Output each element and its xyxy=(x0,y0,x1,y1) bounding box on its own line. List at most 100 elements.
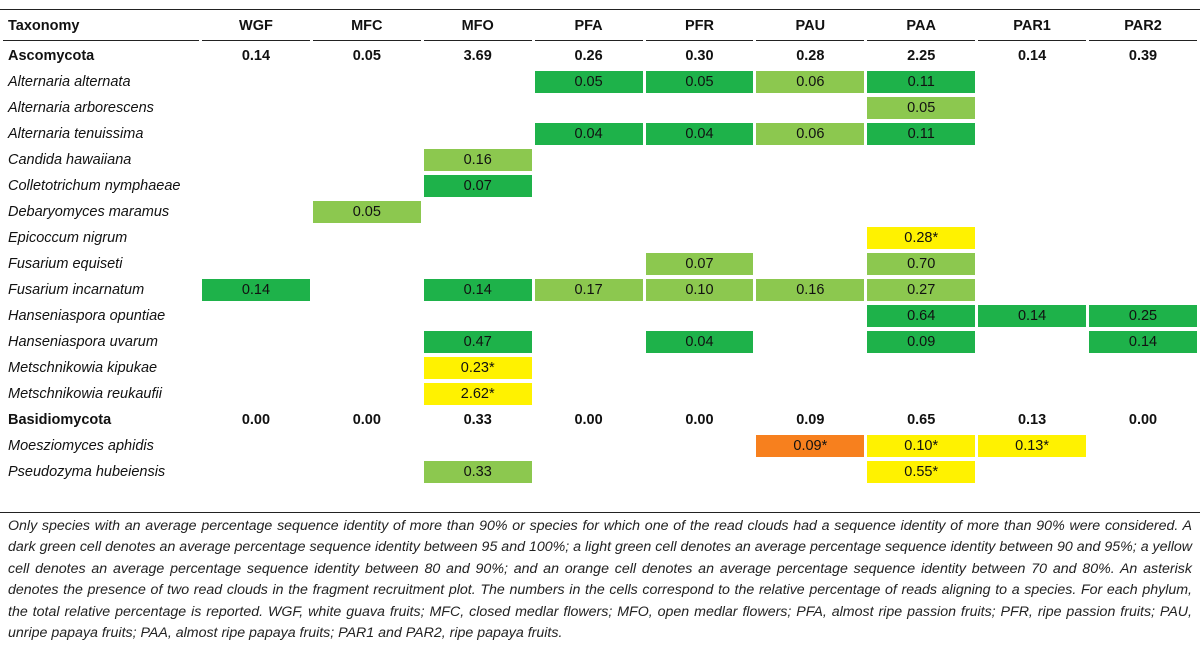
table-cell xyxy=(535,383,643,405)
table-cell xyxy=(202,331,310,353)
phylum-name: Basidiomycota xyxy=(8,412,112,428)
table-cell xyxy=(535,201,643,223)
table-cell xyxy=(978,149,1086,171)
table-cell: 0.13* xyxy=(978,435,1086,457)
table-cell xyxy=(424,71,532,93)
table-cell xyxy=(202,175,310,197)
table-cell xyxy=(424,435,532,457)
table-cell xyxy=(756,331,864,353)
table-cell: 0.16 xyxy=(756,279,865,301)
table-cell: 0.17 xyxy=(534,279,643,301)
table-cell: 0.14 xyxy=(423,279,532,301)
table-cell xyxy=(646,227,754,249)
species-name: Hanseniaspora uvarum xyxy=(8,334,158,350)
table-cell xyxy=(1089,227,1197,249)
table-cell xyxy=(978,279,1086,301)
table-cell xyxy=(1089,461,1197,483)
table-cell: 0.33 xyxy=(423,461,532,483)
table-cell xyxy=(756,175,864,197)
table-cell: 0.07 xyxy=(423,175,532,197)
table-row: Alternaria arborescens 0.05 xyxy=(3,97,1197,119)
table-cell xyxy=(978,253,1086,275)
table-cell: 0.10 xyxy=(645,279,754,301)
table-cell xyxy=(202,71,310,93)
table-cell xyxy=(978,227,1086,249)
table-cell xyxy=(1089,279,1197,301)
table-row: Hanseniaspora opuntiae 0.64 0.14 0.25 xyxy=(3,305,1197,327)
table-cell: 0.09 xyxy=(867,331,976,353)
table-cell: 2.62* xyxy=(423,383,532,405)
table-cell xyxy=(1089,149,1197,171)
table-cell xyxy=(978,357,1086,379)
table-cell xyxy=(756,201,864,223)
table-cell xyxy=(202,227,310,249)
table-cell xyxy=(1089,435,1197,457)
table-cell xyxy=(424,123,532,145)
table-cell: 0.23* xyxy=(423,357,532,379)
column-header-wgf: WGF xyxy=(202,12,310,41)
table-cell: 0.04 xyxy=(534,123,643,145)
table-cell xyxy=(646,435,754,457)
table-cell xyxy=(313,227,421,249)
table-cell xyxy=(313,279,421,301)
table-cell: 0.14 xyxy=(1089,331,1197,353)
column-header-pfa: PFA xyxy=(534,12,643,41)
table-cell xyxy=(646,383,754,405)
table-cell: 0.05 xyxy=(534,71,643,93)
table-cell xyxy=(1089,71,1197,93)
table-cell xyxy=(424,227,532,249)
species-name: Metschnikowia kipukae xyxy=(8,360,158,376)
table-cell: 0.39 xyxy=(1128,48,1158,64)
table-cell xyxy=(756,305,864,327)
table-cell xyxy=(202,435,310,457)
table-cell: 0.70 xyxy=(867,253,976,275)
table-cell xyxy=(535,253,643,275)
table-cell xyxy=(313,123,421,145)
table-cell: 0.14 xyxy=(202,279,310,301)
table-cell xyxy=(867,175,975,197)
species-name: Epicoccum nigrum xyxy=(8,230,128,246)
table-footnote: Only species with an average percentage … xyxy=(8,518,1192,642)
table-cell: 0.11 xyxy=(867,71,976,93)
species-name: Alternaria alternata xyxy=(8,74,131,90)
table-cell xyxy=(1089,383,1197,405)
table-cell xyxy=(756,97,864,119)
table-cell xyxy=(535,227,643,249)
table-cell xyxy=(1089,201,1197,223)
table-cell: 0.64 xyxy=(867,305,976,327)
table-row: Epicoccum nigrum 0.28* xyxy=(3,227,1197,249)
table-cell xyxy=(535,357,643,379)
species-name: Fusarium equiseti xyxy=(8,256,123,272)
species-name: Alternaria tenuissima xyxy=(8,126,144,142)
table-cell: 0.00 xyxy=(241,412,271,428)
table-cell: 2.25 xyxy=(907,48,936,64)
table-cell xyxy=(646,97,754,119)
species-name: Metschnikowia reukaufii xyxy=(8,386,162,402)
bottom-rule xyxy=(0,512,1200,513)
table-row: Colletotrichum nymphaeae 0.07 xyxy=(3,175,1197,197)
table-cell xyxy=(313,435,421,457)
table-cell: 0.26 xyxy=(574,48,603,64)
table-cell xyxy=(313,461,421,483)
table-row: Alternaria alternata 0.05 0.05 0.06 0.11 xyxy=(3,71,1197,93)
table-cell xyxy=(1089,253,1197,275)
table-cell: 0.06 xyxy=(756,71,865,93)
table-cell xyxy=(646,175,754,197)
table-cell xyxy=(202,97,310,119)
taxonomy-table: Taxonomy WGF MFC MFO PFA PFR PAU PAA PAR1 PAR2 As… xyxy=(0,8,1200,487)
table-cell xyxy=(202,149,310,171)
column-header-par1: PAR1 xyxy=(978,12,1086,41)
table-cell: 0.00 xyxy=(1128,412,1158,428)
table-cell xyxy=(535,175,643,197)
table-cell xyxy=(867,201,975,223)
table-cell: 0.05 xyxy=(352,48,381,64)
header-row: Taxonomy WGF MFC MFO PFA PFR PAU PAA PAR1 PAR2 xyxy=(3,12,1197,41)
table-cell xyxy=(535,331,643,353)
table-cell xyxy=(313,71,421,93)
table-body: Ascomycota 0.14 0.05 3.69 0.26 0.30 0.28 2.25 0.… xyxy=(3,45,1197,483)
table-cell xyxy=(646,149,754,171)
table-cell xyxy=(1089,97,1197,119)
species-name: Candida hawaiiana xyxy=(8,152,132,168)
column-header-mfo: MFO xyxy=(423,12,532,41)
table-cell xyxy=(867,357,975,379)
